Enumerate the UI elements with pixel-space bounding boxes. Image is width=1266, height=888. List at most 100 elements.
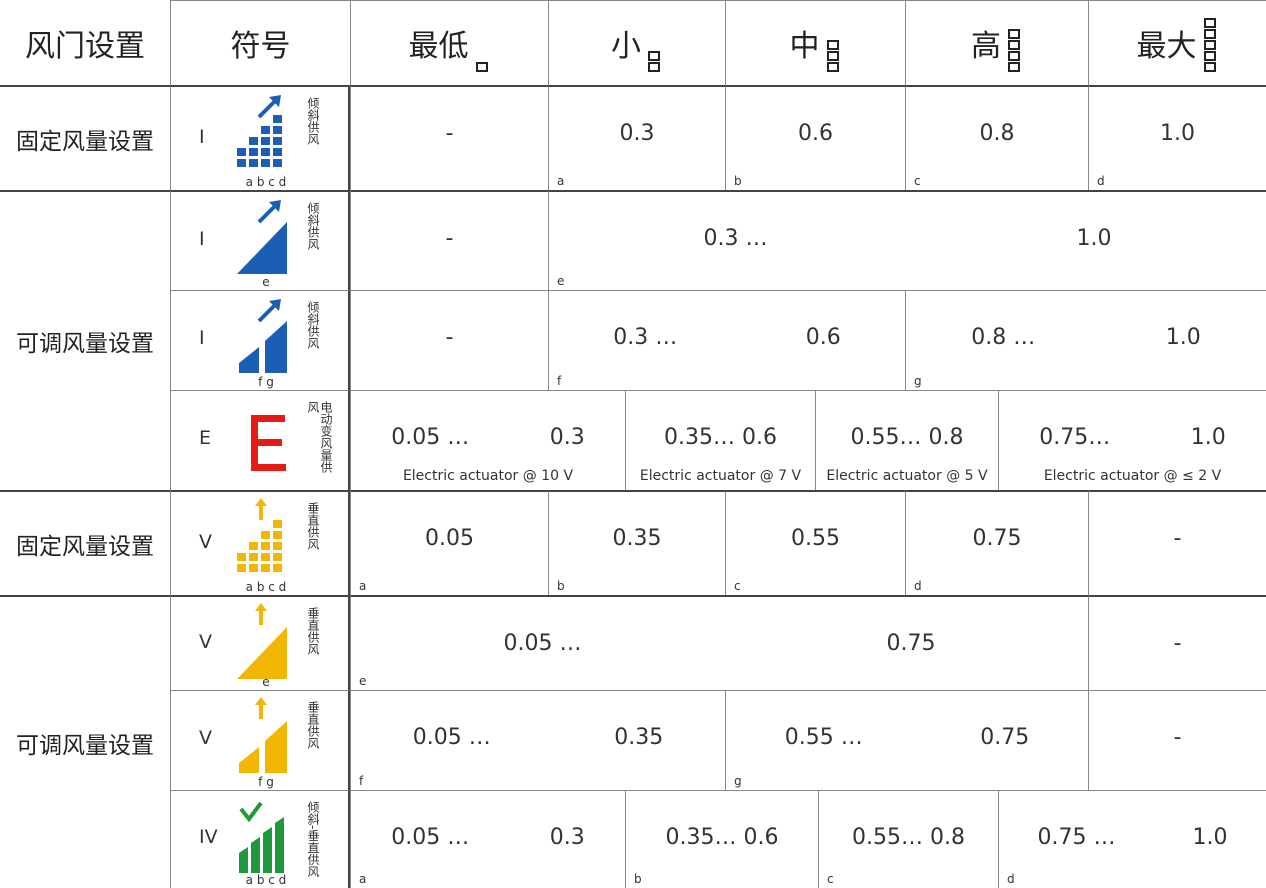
symbol-icon [239,697,287,773]
value-cell: 0.75… 1.0 Electric actuator @ ≤ 2 V [998,390,1266,490]
value: 0.75 [980,725,1030,750]
level-icon [1008,29,1020,72]
values: 0.75… 1.0 [999,425,1266,450]
icon-label: e [262,675,270,689]
values: - [351,226,548,251]
value: 0.6 [798,121,833,146]
values: 0.05 … 0.75 [351,631,1088,656]
level-icon [1203,18,1216,72]
values: 0.75 [906,526,1088,551]
value: 0.75 [972,526,1022,551]
caption: 垂直供风 [306,607,320,655]
letter: d [1007,872,1015,886]
symbol-cell: V 垂直供风 a b c d [170,490,350,595]
letter: a [359,872,367,886]
symbol-icon [237,498,282,572]
values: 0.55… 0.8 [816,425,998,450]
note: Electric actuator @ ≤ 2 V [1043,468,1222,484]
symbol-icon [251,415,286,471]
symbol-icon [239,801,284,873]
letter: e [557,274,565,288]
values: - [351,121,548,146]
value: 0.3 [549,825,585,850]
letter: c [827,872,834,886]
value-cell: 0.6 b [725,85,905,190]
header-cell: 风门设置 [25,28,145,64]
value: 0.35… 0.6 [665,825,779,850]
values: 0.05 … 0.35 [351,725,725,750]
value-cell: 0.8 c [905,85,1088,190]
values: - [1089,725,1266,750]
letter: d [914,579,922,593]
value: 0.3 [549,425,585,450]
letter: c [914,174,921,188]
value-cell: 0.3 … 0.6 f [548,290,905,390]
caption: 倾斜供风 [306,202,320,250]
values: 0.3 … 0.6 [549,325,905,350]
value-cell: 0.05 … 0.35 f [350,690,725,790]
group-label: 固定风量设置 [16,128,154,155]
values: 0.35 [549,526,725,551]
value: 1.0 [1192,825,1228,850]
value-cell: 0.75 … 1.0 d [998,790,1266,888]
value: - [445,325,454,350]
value-cell: - [1088,690,1266,790]
icon-label: a b c d [245,175,287,189]
level-label: 中 [726,1,905,85]
level-header: 中 [725,0,905,85]
values: 0.55 [726,526,905,551]
caption: 倾斜供风 [306,97,320,145]
level-label: 最大 [1089,1,1266,85]
value: 0.35 [612,526,662,551]
symbol: I [199,125,205,148]
value: 0.05 [425,526,474,551]
values: 0.75 … 1.0 [999,825,1266,850]
value: 0.55… 0.8 [850,425,964,450]
icon-label: a b c d [245,580,287,594]
symbol-icon [239,299,287,373]
symbol-icon [237,200,287,274]
symbol-cell: I 倾斜供风 e [170,190,350,290]
letter: c [734,579,741,593]
values: 0.55… 0.8 [819,825,998,850]
values: 0.8 [906,121,1088,146]
values: - [1089,526,1266,551]
values: - [351,325,548,350]
values: 0.05 [351,526,548,551]
level-text: 小 [611,29,641,64]
letter: a [359,579,367,593]
value: 0.3 … [613,325,678,350]
letter: a [557,174,565,188]
value-cell: 0.55 … 0.75 g [725,690,1088,790]
level-text: 最低 [408,29,469,64]
symbol: I [199,327,205,349]
value: 1.0 [1190,425,1226,450]
value: 1.0 [1160,121,1195,146]
symbol: I [199,228,205,250]
value-cell: 0.8 … 1.0 g [905,290,1266,390]
symbol-icon [237,95,282,167]
level-label: 高 [906,1,1088,85]
symbol-cell: I 倾斜供风 f g [170,290,350,390]
value-cell: 0.3 … 1.0 e [548,190,1266,290]
group-label: 可调风量设置 [16,732,154,759]
value-cell: 0.3 a [548,85,725,190]
values: 0.55 … 0.75 [726,725,1088,750]
level-header: 小 [548,0,725,85]
note: Electric actuator @ 5 V [826,468,988,484]
value-cell: 0.05 … 0.3 a [350,790,625,888]
level-header: 高 [905,0,1088,85]
caption: 倾斜-垂直供风 [306,801,320,878]
value-cell: 0.55… 0.8 Electric actuator @ 5 V [815,390,998,490]
values: 0.05 … 0.3 [351,425,625,450]
icon-label: e [262,275,270,289]
caption: 倾斜供风 [306,301,320,349]
values: 0.05 … 0.3 [351,825,625,850]
value-cell: 0.35 b [548,490,725,595]
level-label: 小 [549,1,725,85]
values: 0.3 … 1.0 [549,226,1266,251]
level-text: 最大 [1136,29,1197,64]
group-cell: 固定风量设置 [0,490,170,595]
value: - [445,121,454,146]
